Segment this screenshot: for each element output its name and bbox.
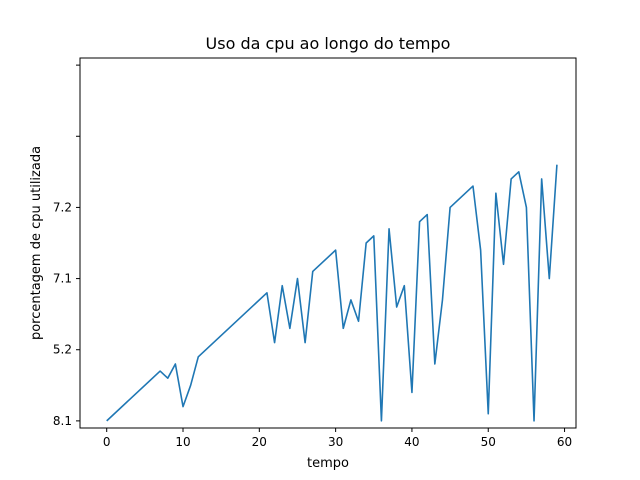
- y-tick-label: 8.1: [53, 414, 72, 428]
- plot-content: [106, 164, 558, 422]
- y-tick-label: 5.2: [53, 343, 72, 357]
- chart-title: Uso da cpu ao longo do tempo: [206, 34, 451, 53]
- y-axis: 8.1 5.2 7.1 7.2: [53, 64, 80, 428]
- y-tick-label: 7.1: [53, 272, 72, 286]
- x-tick-label: 0: [103, 435, 111, 449]
- x-tick-label: 50: [481, 435, 496, 449]
- x-tick-label: 20: [252, 435, 267, 449]
- x-tick-label: 40: [404, 435, 419, 449]
- y-axis-label: porcentagem de cpu utilizada: [29, 146, 44, 340]
- y-tick-label: 7.2: [53, 200, 72, 214]
- x-axis: 0 10 20 30 40 50 60: [103, 428, 572, 449]
- x-axis-label: tempo: [307, 456, 349, 471]
- plot-frame: [79, 57, 577, 429]
- x-tick-label: 10: [175, 435, 190, 449]
- x-tick-label: 30: [328, 435, 343, 449]
- series-line-0: [106, 164, 558, 422]
- x-tick-label: 60: [557, 435, 572, 449]
